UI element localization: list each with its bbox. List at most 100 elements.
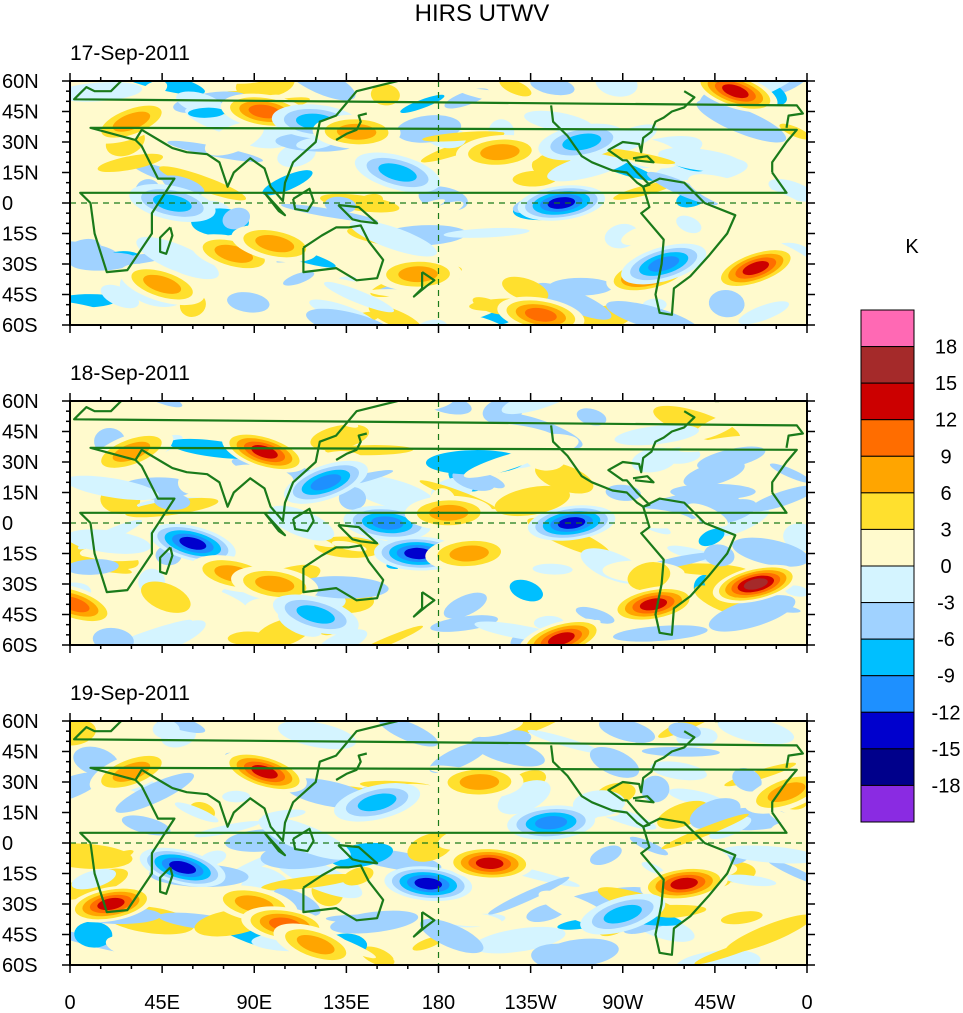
contour-blob	[261, 873, 357, 891]
contour-blob	[688, 174, 782, 216]
contour-level	[449, 545, 489, 562]
x-tick-label: 180	[422, 992, 455, 1013]
colorbar-level-label: 3	[940, 519, 951, 541]
coastline	[550, 410, 696, 508]
contour-blob	[121, 815, 171, 836]
contour-blob	[488, 876, 570, 915]
coastlines	[72, 401, 805, 636]
y-tick-label: 30N	[2, 132, 39, 154]
contour-level	[357, 793, 397, 812]
contour-blob	[722, 845, 807, 864]
data-feature	[693, 81, 778, 113]
x-tick-label: 135E	[323, 992, 370, 1013]
data-feature	[517, 185, 606, 221]
contour-level	[562, 133, 602, 151]
coastline	[79, 446, 798, 594]
contour-blob	[378, 721, 439, 747]
contour-blob	[658, 147, 745, 173]
contour-blob	[222, 790, 251, 803]
contour-blob	[750, 485, 807, 512]
y-tick-label: 15S	[2, 224, 38, 246]
contour-blob	[419, 201, 464, 223]
data-feature	[712, 564, 799, 604]
contour-blob	[535, 282, 612, 320]
colorbar-units-label: K	[905, 236, 919, 258]
colorbar-swatch	[860, 382, 915, 421]
contour-blob	[96, 219, 122, 236]
colorbar: K 18 15 12 9 6 3 0 -3 -6 -9 -12 -15 -18	[860, 236, 960, 823]
contour-blob	[677, 435, 755, 452]
contour-blob	[684, 108, 748, 141]
contour-blob	[576, 408, 607, 426]
contour-field	[70, 81, 807, 325]
colorbar-level-label: 15	[935, 373, 957, 395]
contour-blob	[307, 410, 338, 431]
coastline	[302, 864, 385, 922]
contour-blob	[717, 721, 795, 745]
y-tick-label: 45S	[2, 285, 38, 307]
coastline	[134, 81, 398, 203]
contour-blob	[501, 401, 577, 415]
colorbar-level-label: 18	[935, 337, 957, 359]
data-feature	[70, 885, 155, 923]
colorbar-swatch	[860, 492, 915, 530]
contour-blob	[732, 537, 807, 567]
data-feature	[425, 536, 514, 571]
colorbar-level-label: -9	[937, 666, 955, 688]
data-feature	[231, 224, 319, 263]
coastlines	[72, 81, 805, 316]
contour-blob	[382, 401, 455, 412]
colorbar-swatch	[860, 675, 915, 713]
coastline	[337, 203, 379, 225]
data-feature	[713, 246, 798, 290]
contour-level	[475, 857, 504, 870]
contour-blob	[222, 207, 251, 230]
contour-blob	[575, 606, 615, 624]
colorbar-swatch	[860, 528, 915, 567]
contour-blob	[708, 290, 745, 318]
coastline	[550, 730, 696, 828]
contour-blob	[703, 544, 735, 567]
colorbar-swatch	[860, 455, 915, 494]
contour-blob	[258, 816, 351, 860]
contour-blob	[732, 767, 762, 792]
coastline	[302, 224, 385, 282]
data-feature	[507, 805, 596, 840]
contour-blob	[174, 802, 219, 823]
y-tick-label: 30N	[2, 772, 39, 794]
contour-blob	[262, 170, 313, 196]
panel-date-title: 18-Sep-2011	[70, 362, 190, 385]
contour-level	[296, 605, 335, 624]
x-tick-label: 45E	[144, 992, 180, 1013]
coastline	[632, 795, 655, 804]
data-feature	[621, 243, 707, 285]
axis-ticks	[62, 713, 815, 973]
contour-level	[398, 266, 438, 283]
coastline	[337, 843, 379, 865]
contour-blob	[109, 81, 205, 95]
coastline	[640, 497, 737, 636]
contour-blob	[352, 625, 424, 645]
contour-blob	[141, 81, 168, 98]
panel-date-title: 19-Sep-2011	[70, 682, 190, 705]
contour-level	[179, 536, 207, 550]
y-tick-label: 15N	[2, 163, 39, 185]
coastline	[72, 401, 805, 448]
colorbar-level-label: 9	[940, 446, 951, 468]
coastline	[640, 817, 737, 956]
contour-blob	[318, 629, 368, 645]
contour-blob	[235, 81, 295, 99]
contour-level	[143, 274, 182, 294]
data-feature	[222, 431, 307, 473]
data-feature	[283, 460, 368, 504]
contour-blob	[141, 620, 206, 645]
coastlines	[72, 721, 805, 956]
y-tick-label: 45N	[2, 422, 39, 444]
contour-blob	[70, 843, 133, 869]
contour-level	[112, 111, 151, 132]
contour-blob	[105, 935, 152, 957]
contour-blob	[621, 225, 659, 246]
colorbar-level-label: -3	[937, 593, 955, 615]
coastline	[292, 507, 315, 533]
contour-blob	[74, 805, 137, 826]
